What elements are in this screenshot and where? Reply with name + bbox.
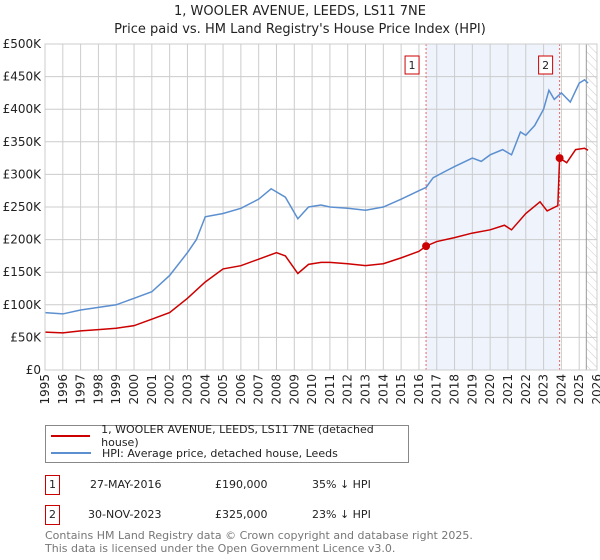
sale-row: 2 30-NOV-2023 £325,000 23% ↓ HPI (45, 505, 445, 525)
chart-title: 1, WOOLER AVENUE, LEEDS, LS11 7NE Price p… (0, 3, 600, 39)
y-tick-label: £350K (3, 135, 43, 149)
red-line-swatch (51, 435, 91, 437)
legend-label: HPI: Average price, detached house, Leed… (102, 446, 338, 460)
sale-price: £190,000 (215, 478, 268, 491)
x-tick-label: 2004 (198, 374, 212, 405)
legend: 1, WOOLER AVENUE, LEEDS, LS11 7NE (detac… (45, 423, 409, 463)
legend-item-hpi: HPI: Average price, detached house, Leed… (51, 445, 338, 461)
y-tick-label: £300K (3, 167, 43, 181)
x-tick-label: 2002 (163, 374, 177, 405)
series-line (44, 147, 589, 334)
sale-date: 30-NOV-2023 (88, 508, 162, 521)
x-tick-label: 2024 (554, 374, 568, 405)
x-tick-label: 2015 (394, 374, 408, 405)
x-tick-label: 2025 (572, 374, 586, 405)
annotation-label: 2 (542, 59, 549, 72)
sale-marker: 2 (45, 505, 60, 525)
x-tick-label: 2013 (359, 374, 373, 405)
sale-point (422, 242, 431, 251)
legend-item-property: 1, WOOLER AVENUE, LEEDS, LS11 7NE (detac… (51, 423, 408, 449)
x-tick-label: 2014 (376, 374, 390, 405)
sale-hpi-diff: 23% ↓ HPI (312, 508, 371, 521)
x-tick-label: 2020 (483, 374, 497, 405)
x-tick-label: 2016 (412, 374, 426, 405)
sale-row: 1 27-MAY-2016 £190,000 35% ↓ HPI (45, 475, 445, 495)
sale-hpi-diff: 35% ↓ HPI (312, 478, 371, 491)
x-tick-label: 2026 (590, 374, 600, 405)
y-tick-label: £500K (3, 37, 43, 51)
y-tick-label: £150K (3, 265, 43, 279)
x-tick-label: 2007 (252, 374, 266, 405)
y-tick-label: £250K (3, 200, 43, 214)
footer-line: This data is licensed under the Open Gov… (45, 542, 396, 555)
x-tick-label: 2008 (269, 374, 283, 405)
x-tick-label: 2001 (145, 374, 159, 405)
blue-line-swatch (51, 452, 91, 454)
subtitle-line: Price paid vs. HM Land Registry's House … (114, 22, 486, 37)
sale-marker: 1 (45, 475, 60, 495)
x-tick-label: 2017 (430, 374, 444, 405)
y-tick-label: £0 (26, 363, 41, 377)
x-tick-label: 2006 (234, 374, 248, 405)
x-tick-label: 2012 (341, 374, 355, 405)
title-line: 1, WOOLER AVENUE, LEEDS, LS11 7NE (174, 4, 426, 19)
y-tick-label: £50K (10, 330, 42, 344)
footer: Contains HM Land Registry data © Crown c… (45, 529, 473, 555)
x-tick-label: 2000 (127, 374, 141, 405)
x-tick-label: 1997 (74, 374, 88, 405)
sale-point (555, 154, 564, 163)
y-tick-label: £100K (3, 298, 43, 312)
legend-label: 1, WOOLER AVENUE, LEEDS, LS11 7NE (detac… (101, 423, 374, 449)
y-tick-label: £200K (3, 233, 43, 247)
x-tick-label: 2003 (180, 374, 194, 405)
y-tick-label: £450K (3, 70, 43, 84)
footer-line: Contains HM Land Registry data © Crown c… (45, 529, 473, 542)
y-tick-label: £400K (3, 102, 43, 116)
x-tick-label: 2009 (287, 374, 301, 405)
annotation-box (404, 55, 420, 75)
x-tick-label: 2023 (537, 374, 551, 405)
x-tick-label: 1995 (38, 374, 52, 405)
x-tick-label: 2022 (519, 374, 533, 405)
x-tick-label: 2011 (323, 374, 337, 405)
x-tick-label: 1998 (91, 374, 105, 405)
x-tick-label: 1996 (56, 374, 70, 405)
annotation-box (538, 55, 554, 75)
x-tick-label: 2018 (448, 374, 462, 405)
x-tick-label: 2021 (501, 374, 515, 405)
x-tick-label: 2019 (465, 374, 479, 405)
sale-date: 27-MAY-2016 (90, 478, 162, 491)
annotation-label: 1 (409, 59, 416, 72)
sale-price: £325,000 (215, 508, 268, 521)
plot-border (44, 43, 598, 371)
series-line (44, 78, 589, 315)
x-tick-label: 2005 (216, 374, 230, 405)
x-tick-label: 2010 (305, 374, 319, 405)
x-tick-label: 1999 (109, 374, 123, 405)
price-chart: 1995 1996 1997 1998 1999 2000 2001 2002 2003 2004… (3, 37, 600, 405)
